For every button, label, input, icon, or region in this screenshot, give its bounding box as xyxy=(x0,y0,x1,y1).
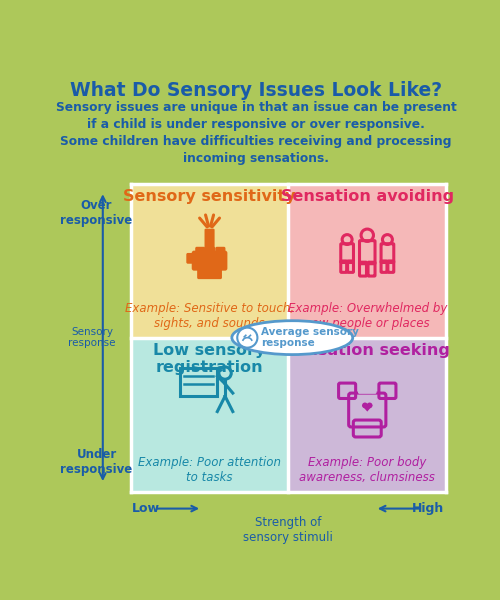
FancyBboxPatch shape xyxy=(186,253,198,264)
FancyBboxPatch shape xyxy=(206,247,216,260)
Text: Sensation seeking: Sensation seeking xyxy=(284,343,450,358)
Text: Strength of
sensory stimuli: Strength of sensory stimuli xyxy=(244,516,334,544)
Text: Sensory
response: Sensory response xyxy=(68,327,116,349)
Bar xyxy=(288,338,446,491)
Text: What Do Sensory Issues Look Like?: What Do Sensory Issues Look Like? xyxy=(70,81,442,100)
Text: Example: Poor attention
to tasks: Example: Poor attention to tasks xyxy=(138,456,281,484)
Polygon shape xyxy=(362,406,372,412)
FancyBboxPatch shape xyxy=(204,229,214,253)
Bar xyxy=(288,184,446,338)
Text: Sensory sensitivity: Sensory sensitivity xyxy=(124,189,296,204)
Text: High: High xyxy=(412,502,444,515)
FancyBboxPatch shape xyxy=(195,247,205,260)
FancyBboxPatch shape xyxy=(358,382,376,394)
Text: Sensation avoiding: Sensation avoiding xyxy=(280,189,454,204)
FancyBboxPatch shape xyxy=(197,267,222,279)
Text: Example: Overwhelmed by
new people or places: Example: Overwhelmed by new people or pl… xyxy=(288,302,447,330)
Text: Example: Sensitive to touch,
sights, and sounds: Example: Sensitive to touch, sights, and… xyxy=(125,302,294,330)
Text: Low: Low xyxy=(132,502,160,515)
FancyBboxPatch shape xyxy=(216,247,226,260)
Text: Average sensory
response: Average sensory response xyxy=(262,327,359,349)
Text: Example: Poor body
awareness, clumsiness: Example: Poor body awareness, clumsiness xyxy=(300,456,435,484)
Bar xyxy=(130,338,288,491)
FancyBboxPatch shape xyxy=(192,251,228,271)
Circle shape xyxy=(362,403,368,408)
Text: Low sensory
registration: Low sensory registration xyxy=(154,343,266,376)
Text: Under
responsive: Under responsive xyxy=(60,448,132,476)
Bar xyxy=(130,184,288,338)
Ellipse shape xyxy=(232,321,352,355)
Circle shape xyxy=(366,403,372,408)
Text: Sensory issues are unique in that an issue can be present
if a child is under re: Sensory issues are unique in that an iss… xyxy=(56,101,456,165)
Bar xyxy=(180,368,218,396)
Text: Over
responsive: Over responsive xyxy=(60,199,132,227)
